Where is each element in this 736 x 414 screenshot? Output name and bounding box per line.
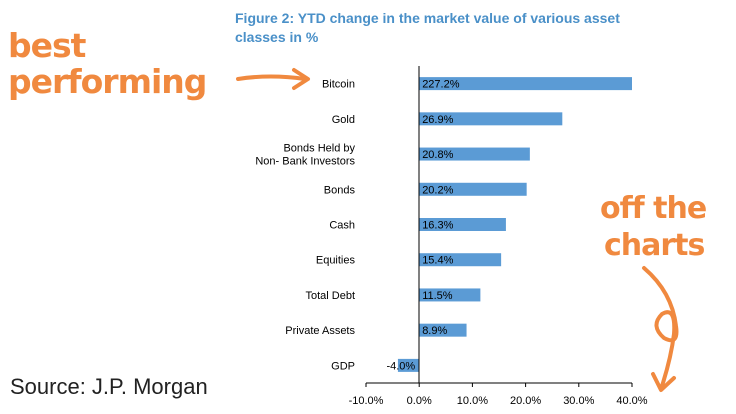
bar-7 <box>419 323 467 337</box>
value-label-1: 26.9% <box>422 114 453 126</box>
bar-3 <box>419 182 527 196</box>
value-label-5: 15.4% <box>422 255 453 267</box>
category-label-5: Equities <box>316 255 356 267</box>
bar-1 <box>419 112 563 126</box>
x-tick-label-3: 20.0% <box>510 395 541 407</box>
bar-5 <box>419 253 502 267</box>
x-tick-label-4: 30.0% <box>563 395 594 407</box>
annotation-charts: charts <box>604 228 705 263</box>
value-label-3: 20.2% <box>422 184 453 196</box>
labels-layer: 227.2% Bitcoin 26.9% Gold 20.8% Bonds Held by… <box>255 79 459 373</box>
curly-arrow-down-icon <box>642 266 679 392</box>
bar-8 <box>397 358 420 372</box>
annotation-best: best <box>8 26 86 65</box>
category-label-2-line-0: Bonds Held by <box>283 143 355 155</box>
chart-title: Figure 2: YTD change in the market value… <box>235 10 620 45</box>
x-tick-label-0: -10.0% <box>349 395 384 407</box>
x-tick-label-1: 0.0% <box>407 395 432 407</box>
category-label-1: Gold <box>332 114 355 126</box>
annotation-off-the: off the <box>600 191 707 226</box>
x-tick-label-2: 10.0% <box>457 395 488 407</box>
value-label-0: 227.2% <box>422 79 460 91</box>
value-label-2: 20.8% <box>422 149 453 161</box>
bar-2 <box>419 147 530 161</box>
value-label-4: 16.3% <box>422 220 453 232</box>
bars-layer <box>397 77 632 372</box>
category-label-6: Total Debt <box>305 290 355 302</box>
category-label-7: Private Assets <box>285 325 355 337</box>
category-label-4: Cash <box>329 220 355 232</box>
x-tick-label-5: 40.0% <box>616 395 647 407</box>
annotation-performing: performing <box>8 62 207 101</box>
value-label-6: 11.5% <box>422 290 453 302</box>
value-label-8: -4.0% <box>386 360 415 372</box>
category-label-2-line-1: Non- Bank Investors <box>255 156 355 168</box>
value-label-7: 8.9% <box>422 325 447 337</box>
bar-6 <box>419 288 481 302</box>
category-label-8: GDP <box>331 360 355 372</box>
category-label-0: Bitcoin <box>322 79 355 91</box>
source-note: Source: J.P. Morgan <box>10 374 208 399</box>
bar-4 <box>419 218 506 231</box>
ticks-layer: -10.0% 0.0% 10.0% 20.0% 30.0% 40.0% <box>349 383 648 407</box>
arrow-right-icon <box>236 68 310 90</box>
category-label-3: Bonds <box>324 184 356 196</box>
bar-0 <box>419 77 632 91</box>
